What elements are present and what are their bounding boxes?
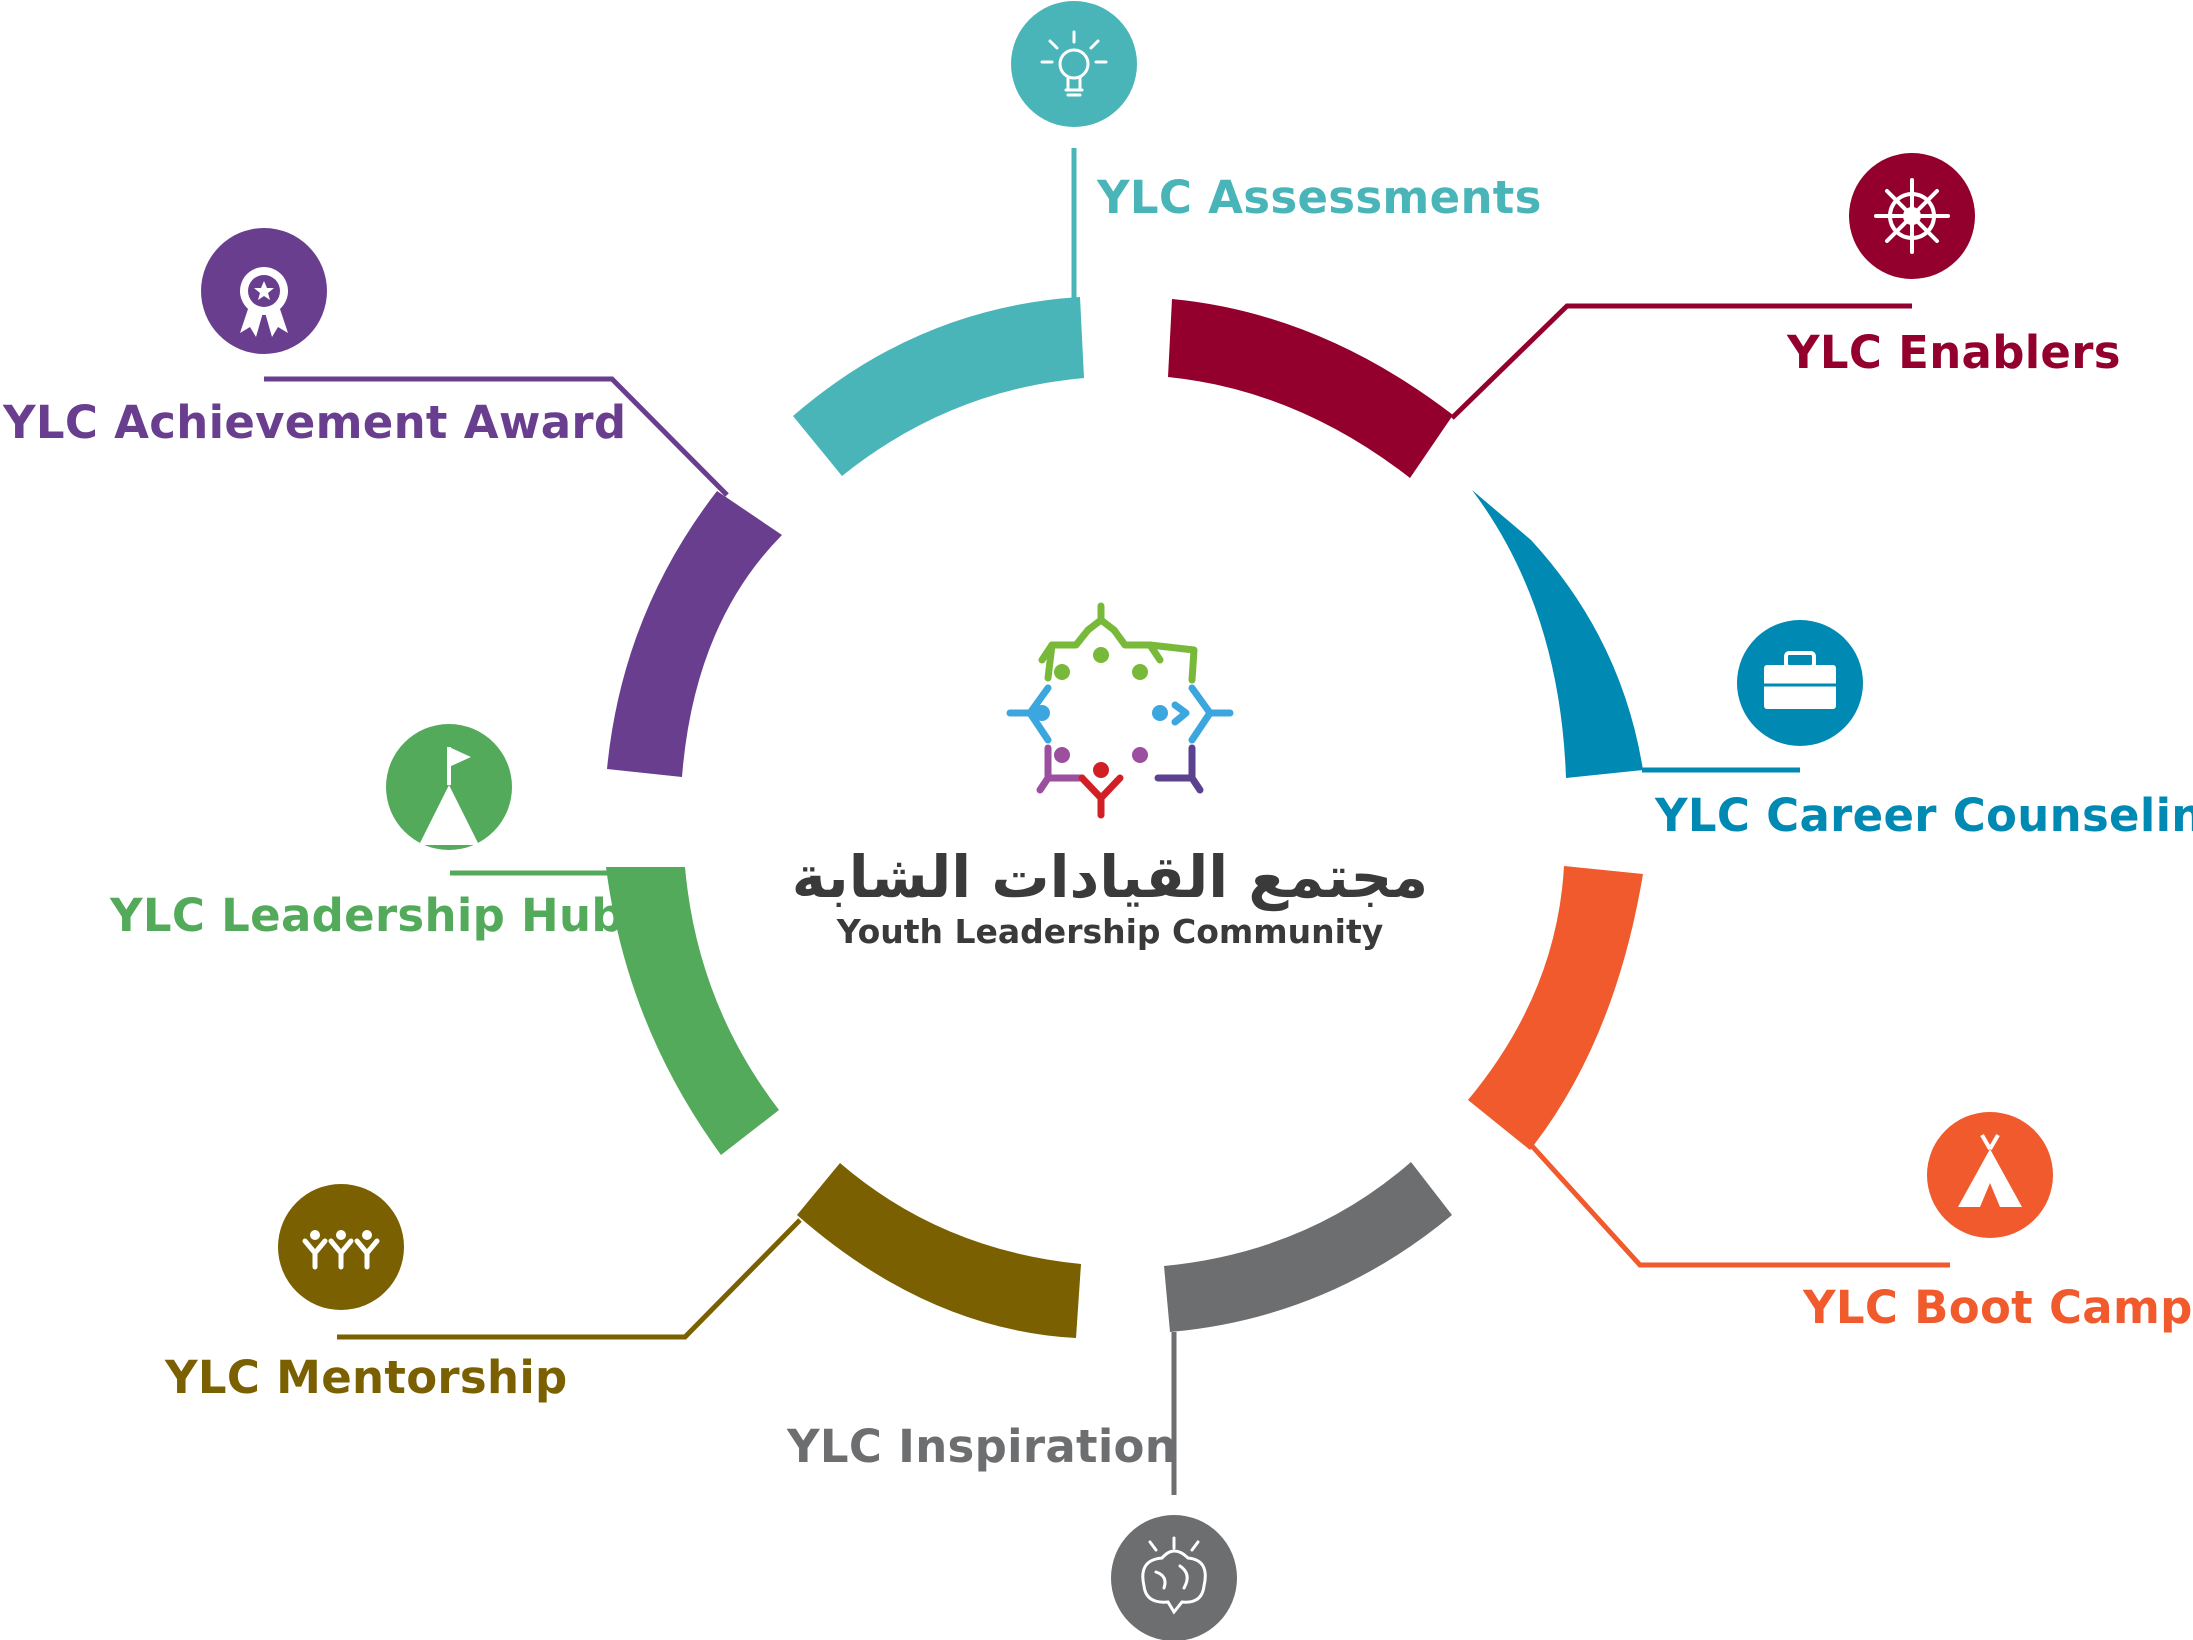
label-hub: YLC Leadership Hub xyxy=(110,889,624,942)
ring-segment-hub xyxy=(606,867,779,1155)
connector-enablers xyxy=(1450,303,1912,420)
connector-mentorship xyxy=(337,1218,802,1340)
connector-bootcamp xyxy=(1530,1144,1950,1268)
lightbulb-icon xyxy=(1011,1,1137,127)
ship-wheel-icon xyxy=(1849,153,1975,279)
connector-award xyxy=(264,376,729,497)
label-career: YLC Career Counseling xyxy=(1655,789,2193,842)
mountain-flag-icon xyxy=(386,724,512,850)
label-mentorship: YLC Mentorship xyxy=(165,1351,568,1404)
ring-segments xyxy=(606,297,1643,1338)
ring-segment-bootcamp xyxy=(1468,866,1643,1150)
ring-segment-mentorship xyxy=(797,1163,1081,1338)
ring-segment-award xyxy=(607,491,782,777)
label-assessments: YLC Assessments xyxy=(1097,171,1542,224)
label-enablers: YLC Enablers xyxy=(1787,326,2121,379)
award-rosette-icon xyxy=(201,228,327,354)
ylc-logo-icon xyxy=(1006,602,1234,819)
ring-segment-enablers xyxy=(1168,299,1453,478)
icon-circles xyxy=(201,1,2053,1640)
label-inspiration: YLC Inspiration xyxy=(787,1420,1178,1473)
connector-hub xyxy=(450,870,613,876)
brain-icon xyxy=(1111,1515,1237,1640)
label-award: YLC Achievement Award xyxy=(3,396,627,449)
ring-segment-inspiration xyxy=(1164,1162,1452,1332)
briefcase-icon xyxy=(1737,620,1863,746)
label-bootcamp: YLC Boot Camp xyxy=(1803,1281,2193,1334)
ring-segment-career xyxy=(1472,490,1643,778)
center-title-arabic: مجتمع القيادات الشابة xyxy=(791,843,1429,911)
people-group-icon xyxy=(278,1184,404,1310)
tent-icon xyxy=(1927,1112,2053,1238)
ring-segment-assessments xyxy=(793,297,1084,476)
center-title-english: Youth Leadership Community xyxy=(836,912,1384,951)
connectors xyxy=(264,148,1950,1495)
